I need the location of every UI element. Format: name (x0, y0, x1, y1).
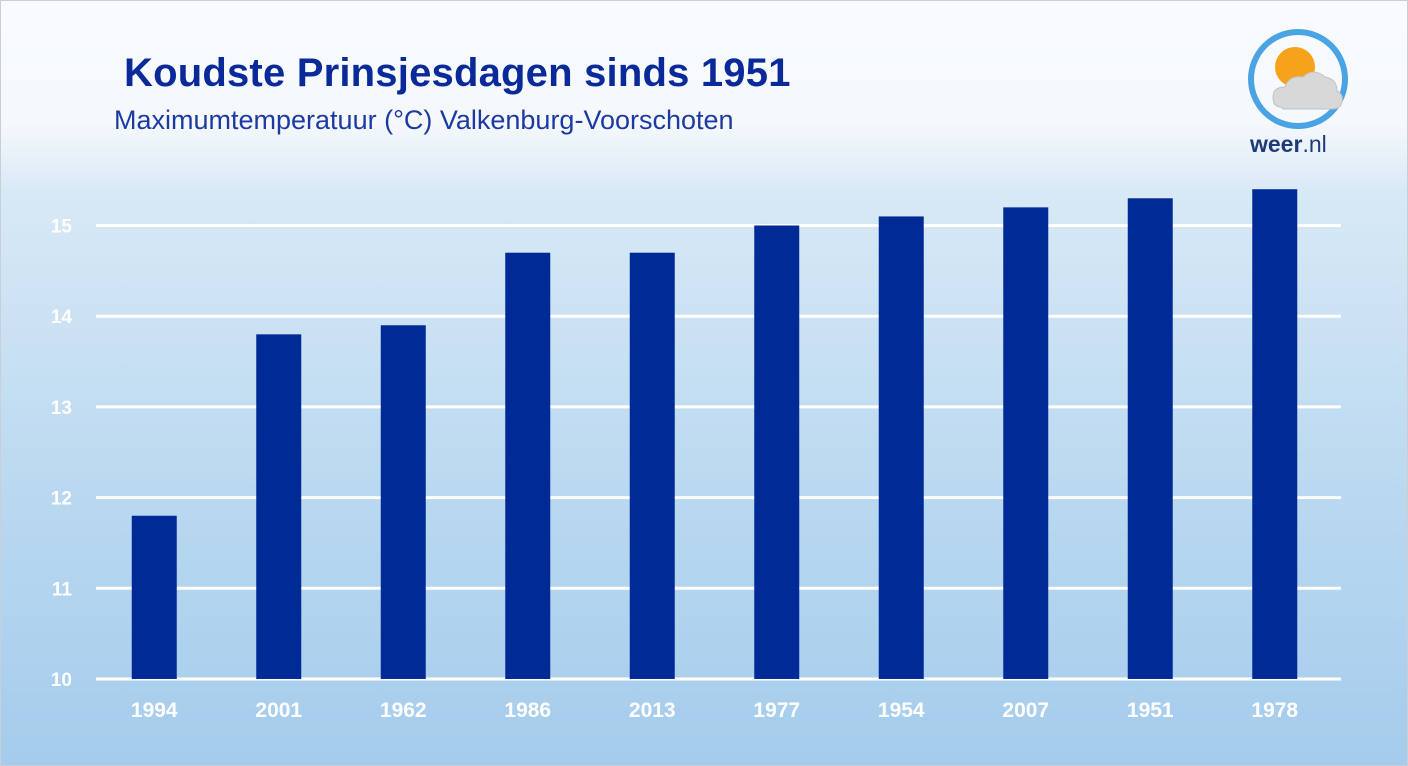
y-tick-label: 11 (52, 579, 73, 600)
brand-suffix: .nl (1302, 131, 1327, 157)
y-tick-label: 14 (51, 307, 73, 328)
x-tick-label: 1962 (380, 699, 427, 722)
bar (131, 515, 177, 679)
x-tick-label: 1978 (1251, 699, 1298, 722)
y-tick-label: 10 (51, 670, 72, 691)
y-tick-label: 13 (51, 398, 72, 419)
x-tick-label: 1977 (753, 699, 800, 722)
bar (256, 334, 302, 679)
y-tick-label: 15 (51, 217, 73, 238)
brand-name: weer (1250, 131, 1303, 157)
sun-behind-cloud-icon (1248, 29, 1348, 129)
bar (380, 325, 426, 679)
bar (1252, 189, 1298, 679)
x-tick-label: 2001 (255, 699, 302, 722)
y-tick-label: 12 (51, 489, 72, 510)
x-tick-label: 2013 (629, 699, 676, 722)
bar (1003, 207, 1049, 680)
bar (505, 252, 551, 679)
brand-logo-text: weer.nl (1250, 131, 1327, 158)
chart-subtitle: Maximumtemperatuur (°C) Valkenburg-Voors… (114, 105, 734, 135)
x-tick-label: 1954 (878, 699, 925, 722)
x-tick-label: 1986 (504, 699, 551, 722)
x-tick-label: 1951 (1127, 699, 1174, 722)
x-tick-label: 2007 (1002, 699, 1049, 722)
bar (629, 252, 675, 679)
bar (754, 225, 800, 679)
x-tick-label: 1994 (131, 699, 178, 722)
bar (878, 216, 924, 679)
chart-title: Koudste Prinsjesdagen sinds 1951 (124, 51, 791, 95)
bar (1127, 198, 1173, 680)
